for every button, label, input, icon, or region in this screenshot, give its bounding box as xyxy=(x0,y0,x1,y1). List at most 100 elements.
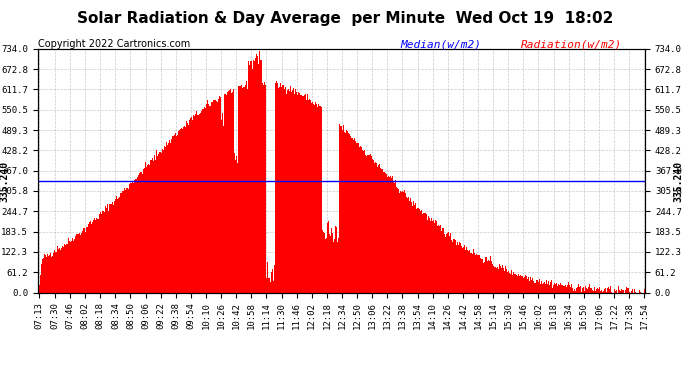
Bar xyxy=(172,141,173,292)
Bar xyxy=(131,183,132,292)
Bar xyxy=(490,256,491,292)
Bar xyxy=(616,290,618,292)
Bar xyxy=(186,121,187,292)
Bar xyxy=(244,87,245,292)
Bar xyxy=(492,264,493,292)
Bar xyxy=(454,239,455,292)
Bar xyxy=(438,225,439,292)
Bar xyxy=(144,168,145,292)
Bar xyxy=(254,61,255,292)
Bar xyxy=(440,225,441,292)
Bar xyxy=(605,288,606,292)
Bar xyxy=(176,136,177,292)
Bar xyxy=(333,242,334,292)
Bar xyxy=(221,113,223,292)
Bar xyxy=(159,152,160,292)
Bar xyxy=(241,85,242,292)
Bar xyxy=(472,255,473,292)
Bar xyxy=(532,278,533,292)
Bar xyxy=(60,250,61,292)
Bar xyxy=(534,283,535,292)
Bar xyxy=(414,205,415,292)
Bar xyxy=(98,219,99,292)
Bar xyxy=(72,238,73,292)
Bar xyxy=(561,285,562,292)
Bar xyxy=(151,159,152,292)
Bar xyxy=(178,131,179,292)
Bar xyxy=(239,86,241,292)
Bar xyxy=(520,274,521,292)
Bar xyxy=(127,188,128,292)
Bar xyxy=(86,227,88,292)
Bar xyxy=(413,201,414,292)
Bar xyxy=(519,276,520,292)
Bar xyxy=(564,286,565,292)
Bar xyxy=(228,91,229,292)
Bar xyxy=(374,163,375,292)
Bar xyxy=(419,209,420,292)
Bar xyxy=(522,276,523,292)
Bar xyxy=(85,232,86,292)
Bar xyxy=(141,171,142,292)
Bar xyxy=(146,166,147,292)
Bar xyxy=(237,86,239,292)
Bar xyxy=(90,221,91,292)
Bar xyxy=(355,141,356,292)
Bar xyxy=(78,234,79,292)
Bar xyxy=(62,246,63,292)
Bar xyxy=(50,257,52,292)
Bar xyxy=(336,227,337,292)
Bar xyxy=(229,90,230,292)
Bar xyxy=(507,272,508,292)
Bar xyxy=(44,254,45,292)
Bar xyxy=(188,120,190,292)
Bar xyxy=(579,287,580,292)
Bar xyxy=(528,277,529,292)
Bar xyxy=(67,244,68,292)
Bar xyxy=(451,240,452,292)
Bar xyxy=(510,274,511,292)
Bar xyxy=(301,94,302,292)
Bar xyxy=(145,162,146,292)
Bar xyxy=(597,290,598,292)
Bar xyxy=(232,92,233,292)
Bar xyxy=(286,94,287,292)
Bar xyxy=(104,209,106,292)
Bar xyxy=(149,165,150,292)
Bar xyxy=(448,232,449,292)
Bar xyxy=(327,223,328,292)
Bar xyxy=(465,250,466,292)
Bar xyxy=(347,131,348,292)
Bar xyxy=(496,268,497,292)
Bar xyxy=(155,154,157,292)
Bar xyxy=(372,159,373,292)
Bar xyxy=(115,199,116,292)
Bar xyxy=(531,280,532,292)
Bar xyxy=(387,177,388,292)
Bar xyxy=(590,288,591,292)
Bar xyxy=(588,287,589,292)
Bar xyxy=(40,274,41,292)
Bar xyxy=(162,148,163,292)
Bar xyxy=(177,135,178,292)
Bar xyxy=(607,288,608,292)
Bar xyxy=(432,221,433,292)
Bar xyxy=(470,253,471,292)
Bar xyxy=(57,246,58,292)
Bar xyxy=(106,208,108,292)
Bar xyxy=(259,51,260,292)
Bar xyxy=(626,287,627,292)
Bar xyxy=(183,127,184,292)
Bar xyxy=(308,100,309,292)
Bar xyxy=(615,291,616,292)
Bar xyxy=(408,201,410,292)
Bar xyxy=(482,259,483,292)
Bar xyxy=(277,83,278,292)
Bar xyxy=(377,167,378,292)
Bar xyxy=(477,256,478,292)
Bar xyxy=(124,188,126,292)
Bar xyxy=(255,54,257,292)
Bar xyxy=(383,172,384,292)
Bar xyxy=(396,188,397,292)
Bar xyxy=(338,237,339,292)
